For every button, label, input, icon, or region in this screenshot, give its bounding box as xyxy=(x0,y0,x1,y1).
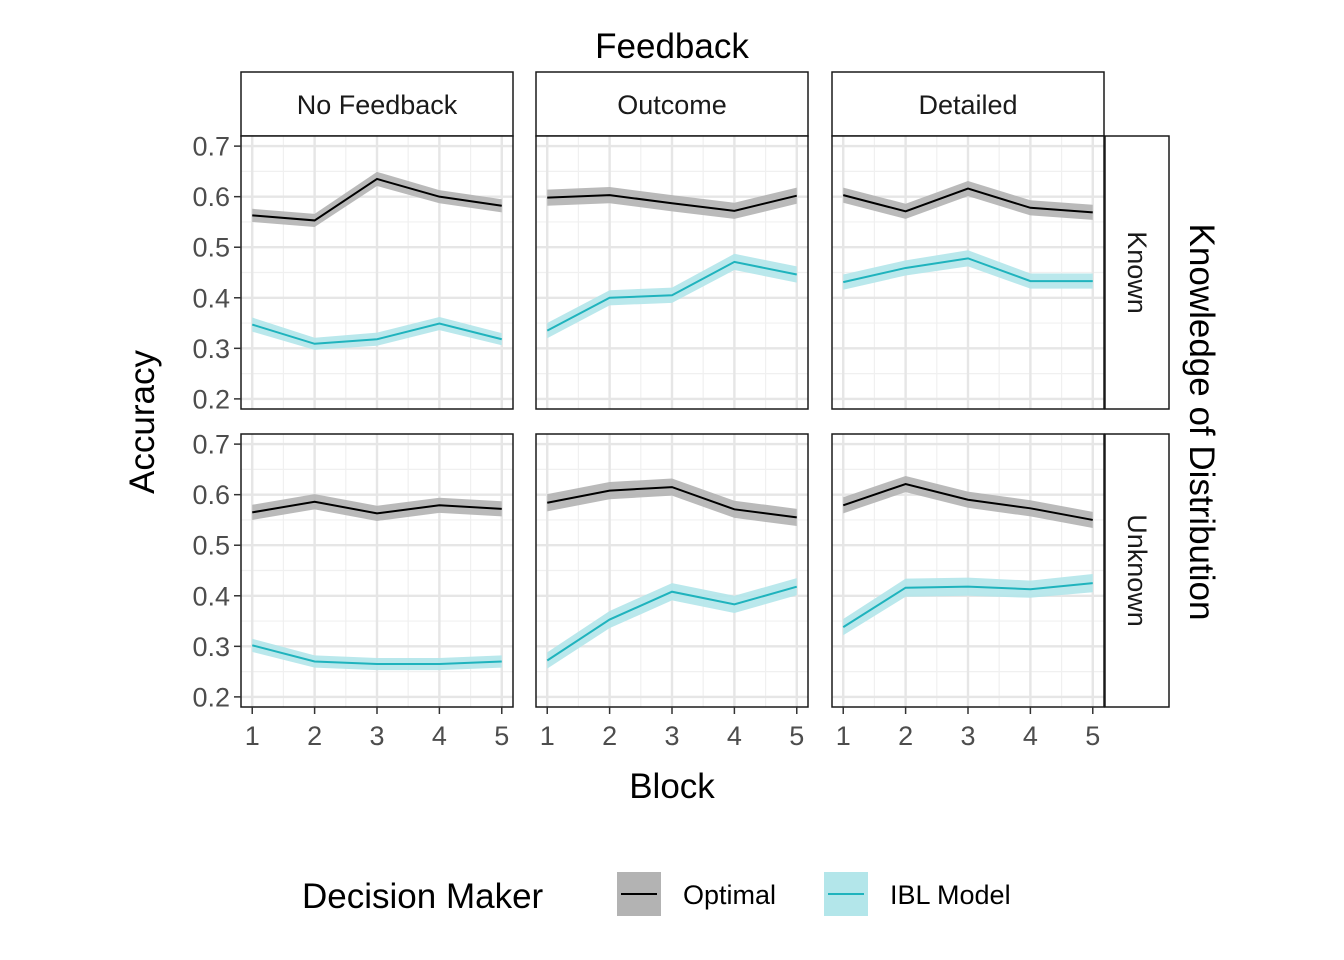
panel-outcome-unknown: 1 2 3 4 5 xyxy=(535,433,809,751)
panel-border xyxy=(535,135,809,410)
panel-no-feedback-known: 0.2 0.3 0.4 0.5 0.6 0.7 xyxy=(192,132,514,414)
y-tick-label: 0.2 xyxy=(192,682,230,712)
ribbon-optimal xyxy=(843,180,1093,220)
y-axis-label: Accuracy xyxy=(123,350,162,494)
x-tick-label: 2 xyxy=(602,721,617,751)
x-tick-label: 1 xyxy=(245,721,260,751)
strip-unknown: Unknown xyxy=(1104,433,1170,708)
strip-label-unknown: Unknown xyxy=(1122,514,1152,627)
series-line-optimal xyxy=(842,483,1093,521)
facet-row-title: Knowledge of Distribution xyxy=(1182,224,1221,621)
panel-no-feedback-unknown: 0.2 0.3 0.4 0.5 0.6 0.7 1 2 3 4 5 xyxy=(192,430,514,751)
facet-column-title: Feedback xyxy=(595,27,749,66)
x-tick-label: 2 xyxy=(307,721,322,751)
x-tick-label: 5 xyxy=(789,721,804,751)
legend-item-ibl-model: IBL Model xyxy=(824,872,1011,916)
strip-known: Known xyxy=(1104,135,1170,410)
strip-label-no-feedback: No Feedback xyxy=(297,90,458,120)
series-line-ibl-model xyxy=(546,585,798,662)
strip-outcome: Outcome xyxy=(535,71,809,137)
ribbon-ibl-model xyxy=(843,250,1093,290)
series-line-ibl-model xyxy=(251,322,503,345)
legend-title: Decision Maker xyxy=(302,877,544,916)
y-tick-label: 0.4 xyxy=(192,283,230,313)
y-tick-label: 0.7 xyxy=(192,132,230,162)
y-tick-label: 0.6 xyxy=(192,182,230,212)
strip-box xyxy=(1104,135,1170,410)
y-tick-label: 0.4 xyxy=(192,581,230,611)
series-line-optimal xyxy=(547,486,797,519)
series-line-optimal xyxy=(842,187,1093,214)
y-tick-label: 0.2 xyxy=(192,384,230,414)
legend-item-optimal: Optimal xyxy=(617,872,776,916)
series-line-optimal xyxy=(252,177,502,222)
x-tick-label: 2 xyxy=(898,721,913,751)
y-tick-label: 0.5 xyxy=(192,531,230,561)
x-tick-label: 5 xyxy=(494,721,509,751)
panel-border xyxy=(240,135,514,410)
series-line-ibl-model xyxy=(251,644,502,666)
x-tick-label: 1 xyxy=(836,721,851,751)
series-line-ibl-model xyxy=(546,260,797,332)
y-tick-label: 0.7 xyxy=(192,430,230,460)
panel-detailed-known xyxy=(831,135,1105,410)
strip-box xyxy=(535,71,809,137)
strip-box xyxy=(240,71,514,137)
x-tick-label: 4 xyxy=(1023,721,1038,751)
y-tick-label: 0.3 xyxy=(192,334,230,364)
y-tick-label: 0.5 xyxy=(192,233,230,263)
strip-box xyxy=(1104,433,1170,708)
series-line-optimal xyxy=(547,194,798,212)
strip-no-feedback: No Feedback xyxy=(240,71,514,137)
x-tick-label: 4 xyxy=(432,721,447,751)
x-tick-label: 1 xyxy=(540,721,555,751)
ribbon-ibl-model xyxy=(252,316,502,350)
panel-border xyxy=(831,135,1105,410)
legend: Decision Maker Optimal IBL Model xyxy=(302,872,1011,916)
series-line-ibl-model xyxy=(842,582,1093,628)
legend-label-optimal: Optimal xyxy=(683,880,776,910)
x-tick-label: 5 xyxy=(1085,721,1100,751)
series-line-optimal xyxy=(252,500,502,515)
x-axis-label: Block xyxy=(629,767,715,806)
series-line-ibl-model xyxy=(843,257,1093,284)
strip-label-known: Known xyxy=(1122,231,1152,314)
panel-outcome-known xyxy=(535,135,809,410)
panel-detailed-unknown: 1 2 3 4 5 xyxy=(831,433,1105,751)
legend-label-ibl-model: IBL Model xyxy=(890,880,1011,910)
facet-panels: No Feedback Outcome Detailed Known Unknown 0.… xyxy=(192,71,1170,751)
strip-label-detailed: Detailed xyxy=(918,90,1017,120)
x-tick-label: 3 xyxy=(664,721,679,751)
strip-detailed: Detailed xyxy=(831,71,1105,137)
x-tick-label: 4 xyxy=(727,721,742,751)
x-tick-label: 3 xyxy=(960,721,975,751)
y-tick-label: 0.3 xyxy=(192,632,230,662)
ribbon-optimal xyxy=(843,475,1093,529)
strip-label-outcome: Outcome xyxy=(617,90,727,120)
y-tick-label: 0.6 xyxy=(192,480,230,510)
ribbon-ibl-model xyxy=(547,578,797,669)
x-tick-label: 3 xyxy=(369,721,384,751)
